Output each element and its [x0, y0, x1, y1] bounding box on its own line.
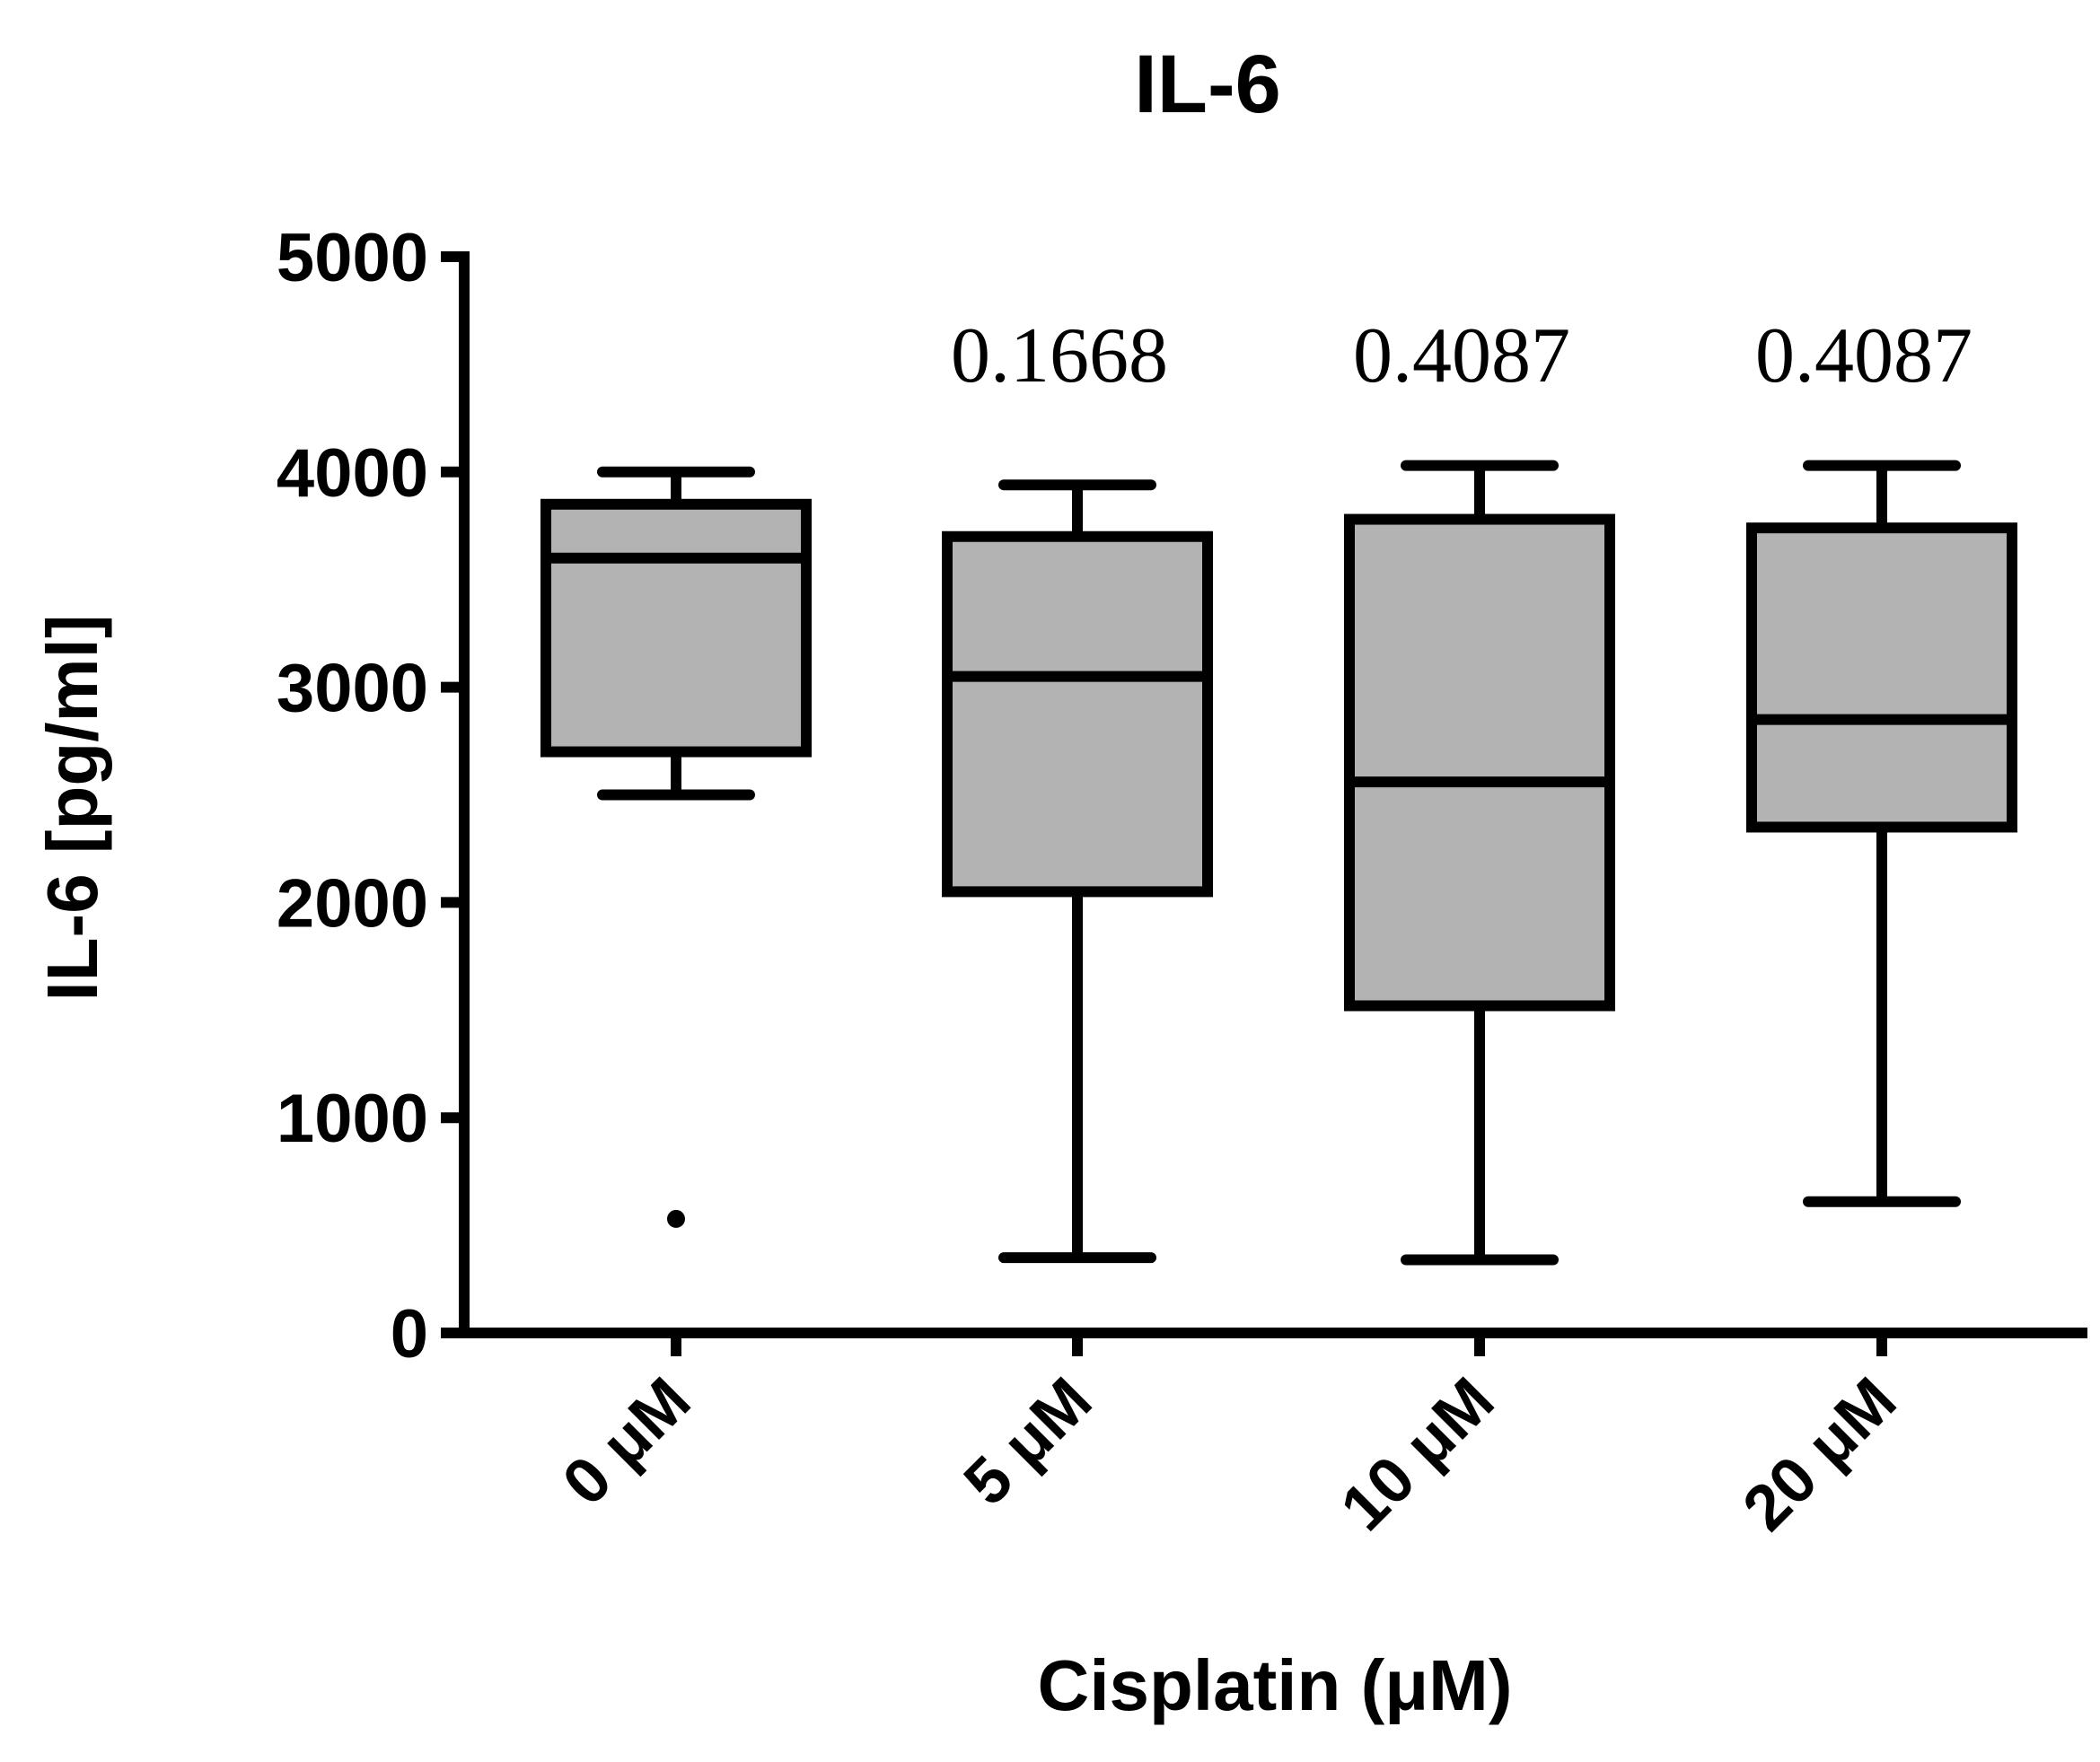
iqr-box [1344, 513, 1615, 1012]
x-tick-label: 5 μM [951, 1364, 1106, 1520]
y-tick-label: 2000 [277, 865, 428, 942]
chart-title: IL-6 [1134, 39, 1281, 130]
iqr-box [942, 530, 1213, 898]
x-axis-title: Cisplatin (μM) [1038, 1645, 1513, 1725]
p-value-label: 0.1668 [951, 312, 1168, 399]
x-tick-label: 20 μM [1729, 1364, 1910, 1545]
y-tick-label: 3000 [277, 651, 428, 727]
iqr-box [1746, 522, 2017, 833]
iqr-box [540, 498, 812, 758]
x-tick-label: 0 μM [549, 1364, 705, 1520]
y-tick-label: 0 [391, 1296, 428, 1372]
y-tick-label: 5000 [277, 220, 428, 296]
x-tick-label: 10 μM [1327, 1364, 1507, 1545]
y-axis-title: IL-6 [pg/ml] [32, 614, 112, 1001]
y-tick-label: 1000 [277, 1081, 428, 1157]
y-tick-label: 4000 [277, 435, 428, 512]
p-value-label: 0.4087 [1353, 312, 1570, 399]
outlier-point [667, 1209, 685, 1228]
p-value-label: 0.4087 [1755, 312, 1973, 399]
